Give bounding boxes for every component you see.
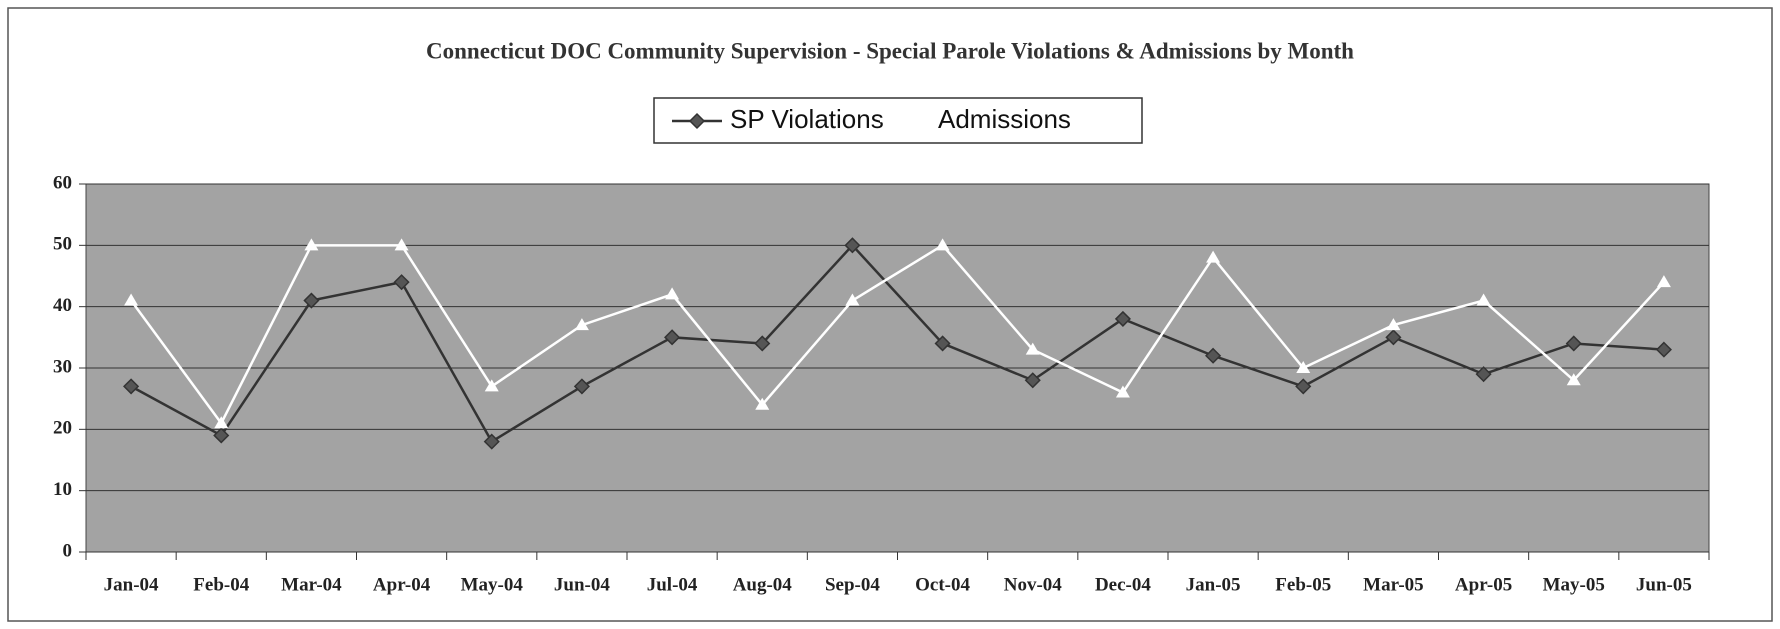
- x-tick-label: Apr-04: [373, 574, 431, 595]
- x-tick-label: Jul-04: [647, 574, 698, 595]
- marker: [754, 335, 771, 352]
- marker: [393, 274, 410, 291]
- x-tick-label: May-05: [1543, 574, 1605, 595]
- marker: [573, 378, 590, 395]
- x-tick-label: Aug-04: [733, 574, 793, 595]
- marker: [844, 237, 861, 254]
- marker: [664, 329, 681, 346]
- marker: [483, 433, 500, 450]
- marker: [214, 416, 229, 429]
- x-tick-label: Dec-04: [1095, 574, 1151, 595]
- marker: [665, 287, 680, 300]
- marker: [1475, 366, 1492, 383]
- legend-label: Admissions: [938, 104, 1071, 134]
- marker: [1114, 310, 1131, 327]
- series-line: [130, 243, 1665, 444]
- marker: [1296, 361, 1311, 373]
- x-tick-label: Jan-05: [1186, 574, 1241, 595]
- x-tick-label: Mar-05: [1363, 574, 1424, 595]
- marker: [124, 293, 139, 306]
- y-tick-label: 0: [63, 540, 73, 561]
- x-tick-label: Mar-04: [281, 574, 342, 595]
- y-tick-label: 30: [53, 356, 72, 377]
- y-tick-label: 60: [53, 172, 72, 193]
- marker: [574, 318, 589, 331]
- x-tick-label: May-04: [461, 574, 524, 595]
- x-tick-label: Jan-04: [104, 574, 159, 595]
- x-tick-label: Feb-04: [193, 574, 249, 595]
- marker: [1115, 385, 1130, 398]
- marker: [1655, 341, 1672, 358]
- y-tick-label: 10: [53, 479, 72, 500]
- legend-label: SP Violations: [730, 104, 884, 134]
- marker: [1385, 329, 1402, 346]
- marker: [1476, 293, 1491, 306]
- x-tick-label: Oct-04: [915, 574, 970, 595]
- y-tick-label: 20: [53, 418, 72, 439]
- marker: [1386, 318, 1401, 331]
- marker: [1295, 378, 1312, 395]
- marker: [1205, 347, 1222, 364]
- marker: [1024, 372, 1041, 389]
- marker: [688, 112, 706, 130]
- marker: [935, 238, 950, 251]
- x-tick-label: Jun-05: [1636, 574, 1692, 595]
- x-tick-label: Sep-04: [825, 574, 880, 595]
- x-tick-label: Jun-04: [554, 574, 610, 595]
- y-tick-label: 40: [53, 295, 72, 316]
- marker: [303, 292, 320, 309]
- marker: [1565, 335, 1582, 352]
- marker: [1025, 342, 1040, 355]
- marker: [1566, 373, 1581, 386]
- marker: [845, 293, 860, 306]
- marker: [1206, 250, 1221, 263]
- x-tick-label: Nov-04: [1004, 574, 1063, 595]
- marker: [755, 397, 770, 410]
- marker: [123, 378, 140, 395]
- marker: [304, 238, 319, 251]
- x-tick-label: Apr-05: [1455, 574, 1512, 595]
- y-tick-label: 50: [53, 234, 72, 255]
- marker: [934, 335, 951, 352]
- marker: [484, 379, 499, 392]
- chart-title: Connecticut DOC Community Supervision - …: [426, 38, 1354, 63]
- marker: [213, 427, 230, 444]
- x-tick-label: Feb-05: [1275, 574, 1331, 595]
- marker: [898, 114, 912, 126]
- marker: [1656, 275, 1671, 288]
- marker: [394, 238, 409, 251]
- series-line: [130, 243, 1665, 426]
